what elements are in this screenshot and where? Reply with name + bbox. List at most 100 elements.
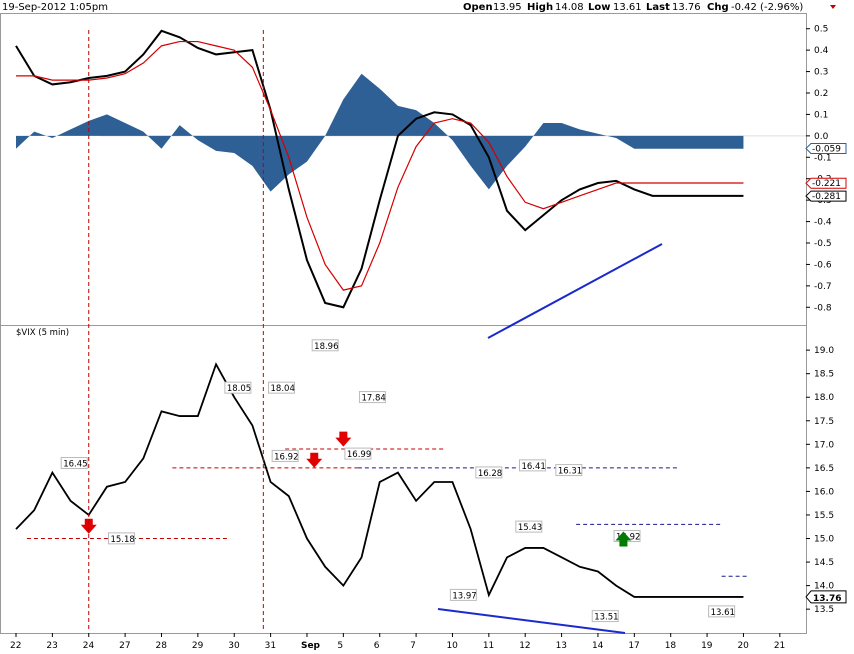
x-tick-label: 5 bbox=[337, 641, 343, 651]
header-open-value: 13.95 bbox=[493, 2, 522, 13]
header-low-value: 13.61 bbox=[613, 2, 642, 13]
price-tick-label: 15.0 bbox=[814, 535, 834, 545]
price-annotation-box bbox=[311, 339, 339, 352]
x-tick-label: 21 bbox=[774, 641, 785, 651]
price-annotation-box bbox=[708, 605, 736, 618]
price-annotation-box bbox=[358, 391, 386, 404]
x-tick-label: 23 bbox=[46, 641, 57, 651]
price-annotation-label: 16.31 bbox=[558, 467, 582, 477]
price-annotation-label: 16.28 bbox=[478, 469, 502, 479]
price-annotation-box bbox=[107, 532, 135, 545]
oscillator-tick-label: -0.8 bbox=[814, 303, 832, 313]
price-annotation-label: 13.61 bbox=[711, 608, 735, 618]
oscillator-divergence-line bbox=[487, 243, 663, 339]
price-annotation-box bbox=[518, 459, 546, 472]
x-tick-label: 14 bbox=[592, 641, 604, 651]
header-timestamp: 19-Sep-2012 1:05pm bbox=[2, 2, 108, 13]
oscillator-panel-frame bbox=[0, 13, 807, 326]
price-tick-label: 15.5 bbox=[814, 511, 834, 521]
x-tick-label: 28 bbox=[155, 641, 167, 651]
price-badge-value: 13.76 bbox=[813, 594, 841, 604]
header-bar bbox=[0, 0, 854, 13]
header-last-value: 13.76 bbox=[672, 2, 701, 13]
price-annotation-label: 17.84 bbox=[361, 394, 385, 404]
price-tick-label: 13.5 bbox=[814, 605, 834, 615]
x-tick-label: 27 bbox=[119, 641, 130, 651]
price-annotation-box bbox=[271, 449, 299, 462]
signal-arrows bbox=[80, 431, 632, 547]
price-tick-label: 17.5 bbox=[814, 417, 834, 427]
header-high-value: 14.08 bbox=[555, 2, 584, 13]
oscillator-badge-box bbox=[805, 177, 847, 189]
price-tick-label: 16.5 bbox=[814, 464, 834, 474]
price-panel-frame bbox=[0, 325, 807, 634]
oscillator-badge-box bbox=[805, 143, 847, 154]
price-annotation-label: 18.05 bbox=[227, 384, 251, 394]
price-annotation-label: 13.51 bbox=[594, 613, 618, 623]
price-annotation-box bbox=[224, 381, 252, 394]
price-tick-label: 18.0 bbox=[814, 393, 834, 403]
price-tick-label: 17.0 bbox=[814, 440, 834, 450]
sell-arrow-icon bbox=[80, 518, 97, 534]
dropdown-arrow-icon[interactable] bbox=[830, 5, 836, 9]
oscillator-last-value-badges: -0.059 -0.221 -0.281 bbox=[805, 143, 847, 202]
price-last-value-badge: 13.76 bbox=[805, 590, 847, 604]
price-y-axis: 19.0 18.5 18.0 17.5 17.0 16.5 16.0 15.5 15.0 14.5… bbox=[806, 346, 834, 615]
price-tick-label: 18.5 bbox=[814, 370, 834, 380]
price-series bbox=[15, 362, 744, 598]
x-tick-label: 29 bbox=[192, 641, 204, 651]
x-tick-label: 7 bbox=[410, 641, 416, 651]
price-annotation-label: 15.43 bbox=[518, 523, 542, 533]
price-annotation-box bbox=[475, 466, 503, 479]
date-x-axis: 22 23 24 27 28 29 30 31 Sep 5 6 7 10 11 12 13 14 17 18 19 20… bbox=[10, 633, 785, 651]
divergence-trendlines bbox=[437, 243, 663, 634]
header-low-label: Low bbox=[588, 2, 610, 13]
price-tick-label: 14.5 bbox=[814, 558, 834, 568]
vix-line bbox=[15, 362, 744, 598]
price-annotation-box bbox=[591, 610, 619, 623]
price-annotation-label: 18.04 bbox=[271, 384, 295, 394]
price-annotation-label: 18.96 bbox=[314, 342, 338, 352]
price-panel-title: $VIX (5 min) bbox=[16, 328, 69, 338]
macd-histogram bbox=[16, 73, 744, 192]
price-annotation-box bbox=[268, 381, 296, 394]
oscillator-badge-value: -0.059 bbox=[812, 145, 841, 155]
sell-arrow-icon bbox=[306, 452, 323, 468]
x-tick-label: 11 bbox=[483, 641, 494, 651]
x-tick-label: 6 bbox=[374, 641, 380, 651]
oscillator-tick-label: 0.4 bbox=[814, 46, 829, 56]
price-annotation-label: 13.97 bbox=[452, 591, 476, 601]
price-annotation-box bbox=[344, 447, 372, 460]
price-annotations: 16.45 15.18 18.05 18.04 16.92 18.96 17.84 16.99… bbox=[60, 339, 736, 623]
oscillator-tick-label: 0.1 bbox=[814, 110, 828, 120]
oscillator-y-axis: 0.50.40.30.20.10.0-0.1-0.2-0.3-0.4-0.5-0… bbox=[806, 25, 832, 313]
price-tick-label: 19.0 bbox=[814, 346, 834, 356]
price-tick-label: 16.0 bbox=[814, 487, 834, 497]
oscillator-tick-label: 0.2 bbox=[814, 89, 828, 99]
x-tick-label: 24 bbox=[83, 641, 95, 651]
x-tick-label: 17 bbox=[628, 641, 639, 651]
oscillator-tick-label: -0.7 bbox=[814, 282, 832, 292]
x-tick-label: 30 bbox=[228, 641, 240, 651]
header-last-label: Last bbox=[646, 2, 670, 13]
oscillator-badge-value: -0.221 bbox=[812, 179, 841, 189]
header-high-label: High bbox=[527, 2, 553, 13]
oscillator-tick-label: -0.4 bbox=[814, 218, 832, 228]
price-annotation-label: 16.45 bbox=[63, 460, 87, 470]
oscillator-badge-box bbox=[805, 190, 847, 202]
x-tick-label: Sep bbox=[301, 641, 321, 651]
oscillator-tick-label: 0.3 bbox=[814, 68, 828, 78]
buy-arrow-icon bbox=[615, 531, 632, 547]
oscillator-tick-label: 0.0 bbox=[814, 132, 829, 142]
header-open-label: Open bbox=[463, 2, 493, 13]
oscillator-badge-value: -0.281 bbox=[812, 192, 841, 202]
oscillator-tick-label: -0.6 bbox=[814, 260, 832, 270]
oscillator-tick-label: -0.1 bbox=[814, 153, 832, 163]
x-tick-label: 12 bbox=[519, 641, 530, 651]
macd-line bbox=[15, 29, 744, 309]
signal-line bbox=[16, 40, 744, 291]
price-annotation-label: 16.41 bbox=[521, 462, 545, 472]
x-tick-label: 31 bbox=[265, 641, 276, 651]
sell-arrow-icon bbox=[335, 431, 352, 447]
price-annotation-label: 15.18 bbox=[110, 535, 134, 545]
